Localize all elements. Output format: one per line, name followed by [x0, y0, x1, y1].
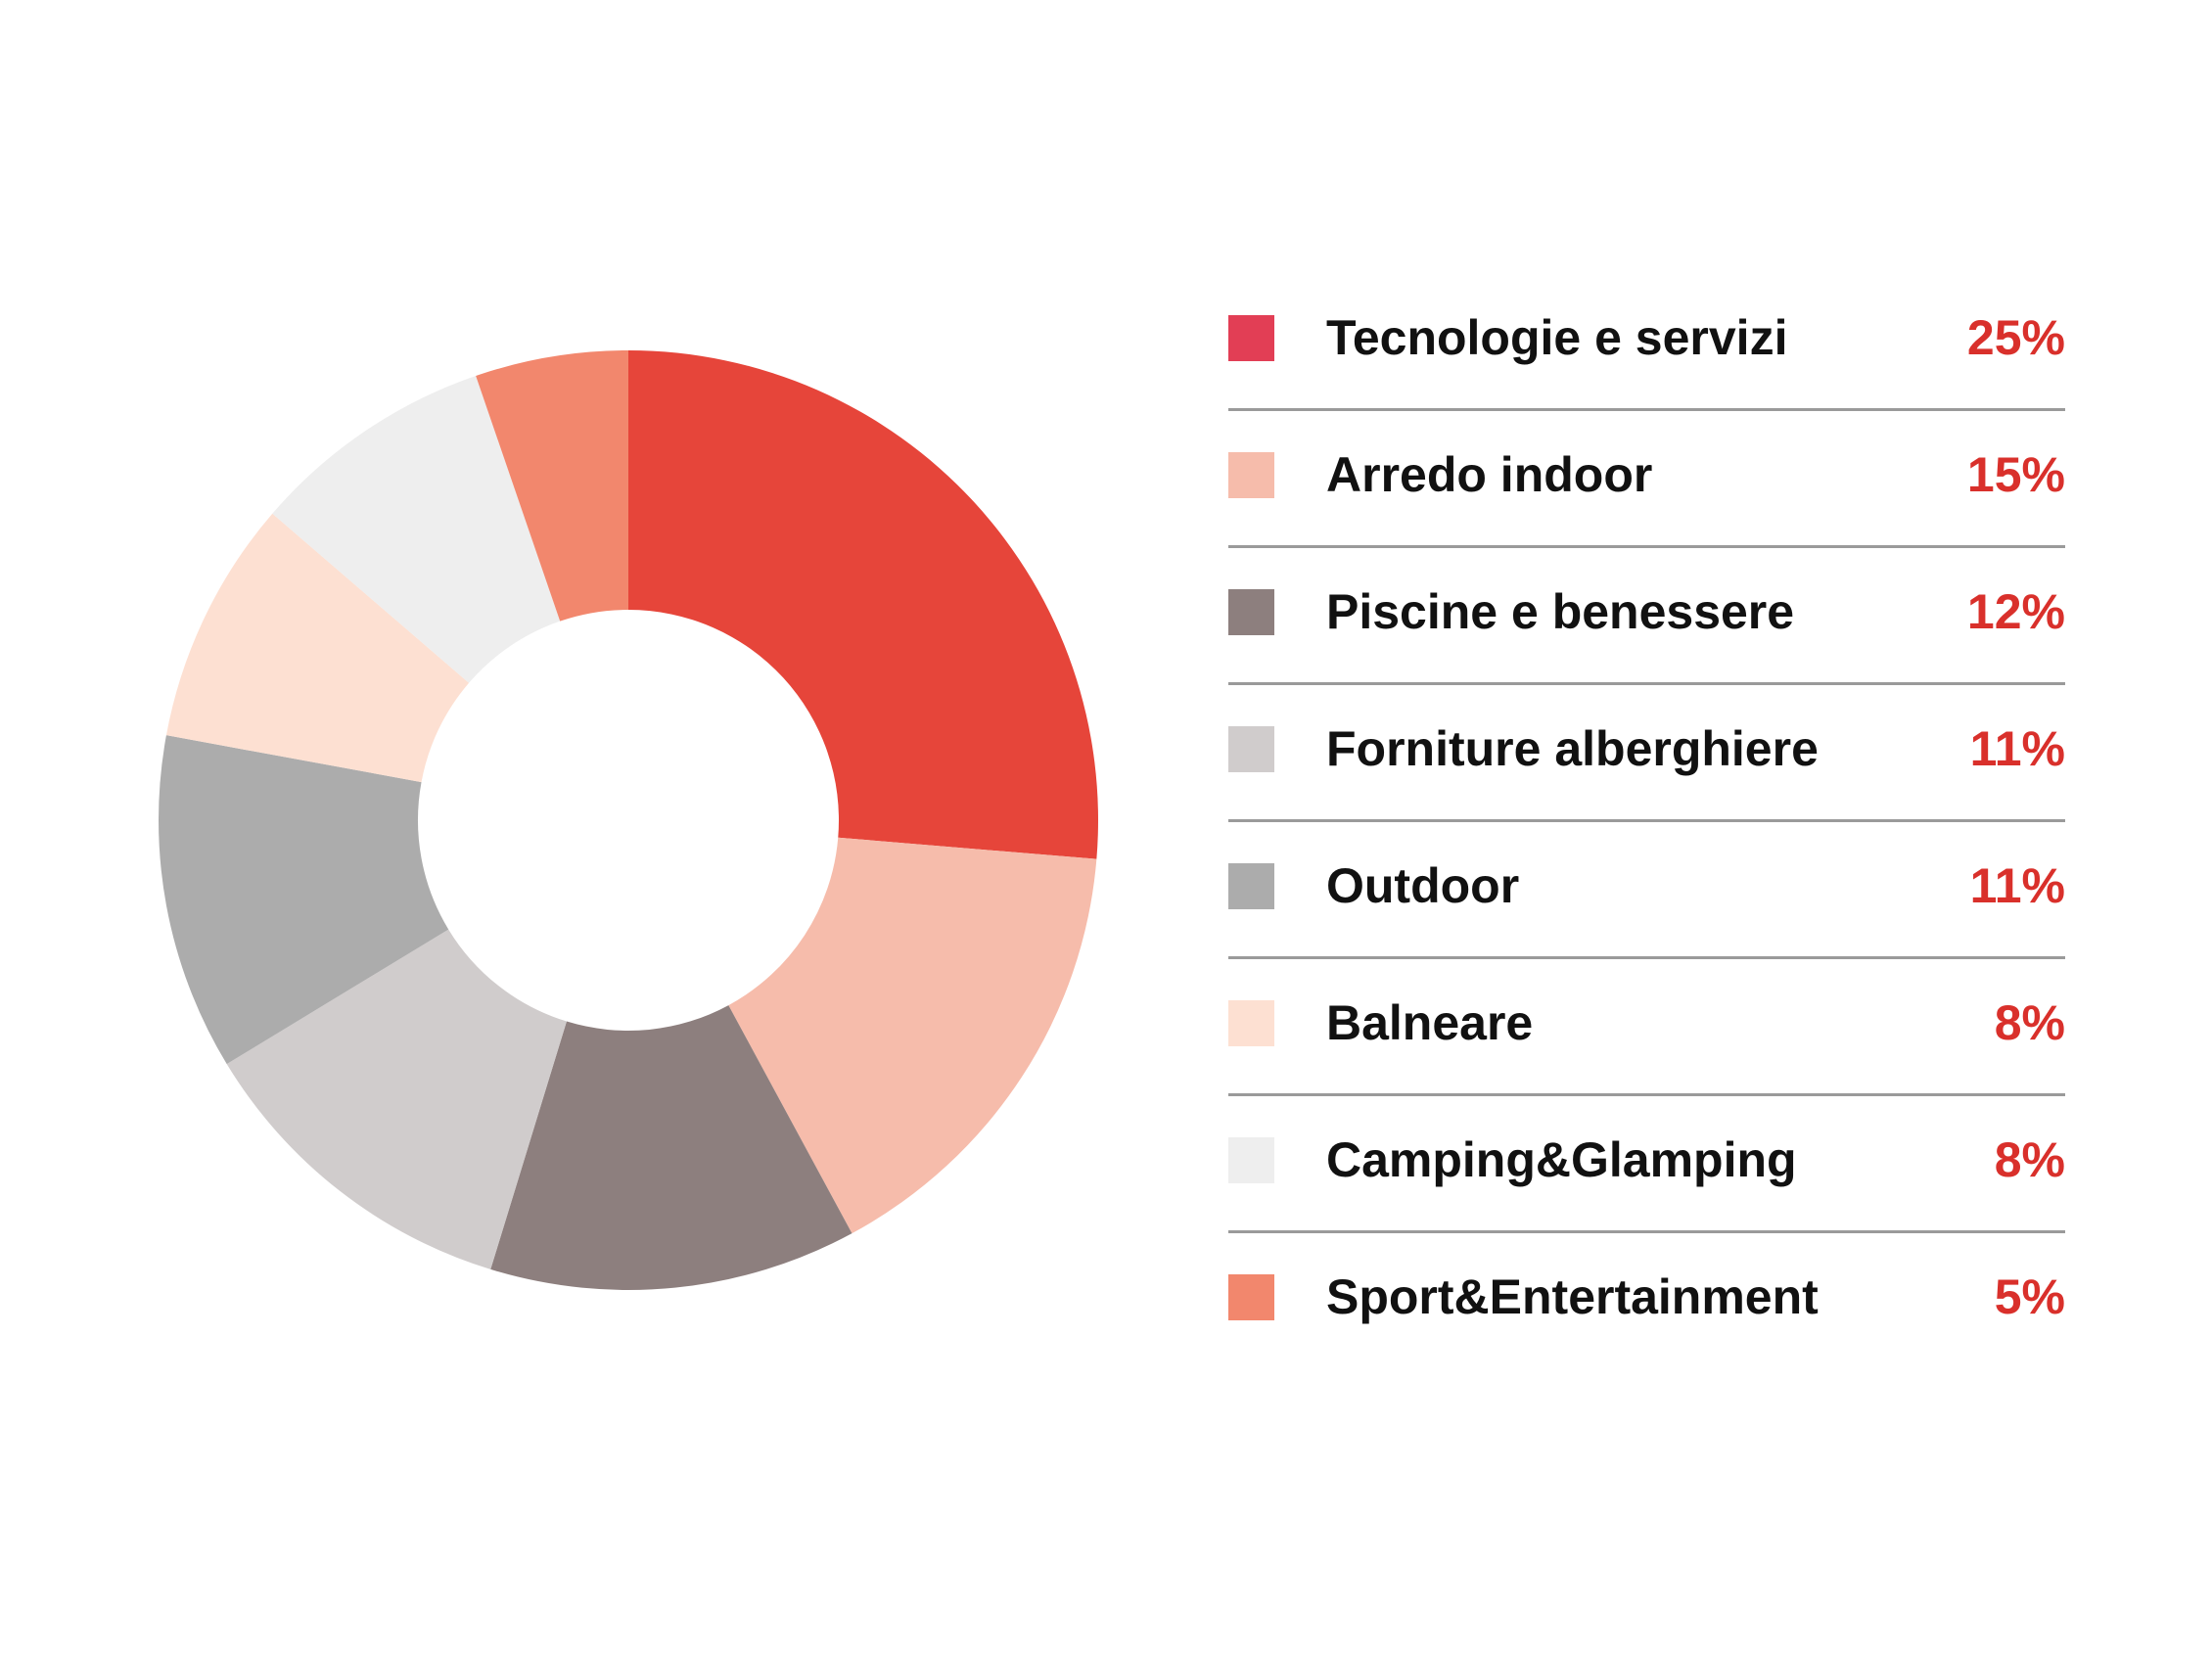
- legend-swatch: [1228, 452, 1274, 498]
- legend-swatch: [1228, 1000, 1274, 1046]
- legend-item: Balneare 8%: [1228, 959, 2065, 1096]
- legend-divider: [1228, 956, 2065, 959]
- donut-slice-3: [226, 929, 567, 1269]
- legend-swatch: [1228, 315, 1274, 361]
- legend-divider: [1228, 682, 2065, 685]
- legend-swatch: [1228, 1274, 1274, 1320]
- legend-divider: [1228, 408, 2065, 411]
- legend-value: 11%: [1969, 721, 2065, 776]
- donut-slice-2: [490, 1005, 853, 1290]
- legend-item: Outdoor 11%: [1228, 822, 2065, 959]
- legend-value: 25%: [1966, 310, 2065, 365]
- donut-slice-4: [159, 735, 449, 1065]
- legend-label: Tecnologie e servizi: [1326, 310, 1788, 365]
- legend-value: 8%: [1994, 1132, 2065, 1187]
- legend-label: Balneare: [1326, 995, 1534, 1050]
- legend-label: Forniture alberghiere: [1326, 721, 1819, 776]
- legend-divider: [1228, 1093, 2065, 1096]
- legend-label: Arredo indoor: [1326, 447, 1653, 502]
- legend-label: Piscine e benessere: [1326, 584, 1795, 639]
- legend-swatch: [1228, 1137, 1274, 1183]
- legend-value: 5%: [1994, 1269, 2065, 1324]
- legend-divider: [1228, 545, 2065, 548]
- legend-swatch: [1228, 589, 1274, 635]
- legend-label: Sport&Entertainment: [1326, 1269, 1819, 1324]
- legend-divider: [1228, 819, 2065, 822]
- legend-item: Sport&Entertainment 5%: [1228, 1233, 2065, 1370]
- donut-slice-0: [628, 350, 1098, 859]
- legend-swatch: [1228, 863, 1274, 909]
- legend-item: Camping&Glamping 8%: [1228, 1096, 2065, 1233]
- legend-divider: [1228, 1230, 2065, 1233]
- donut-slice-5: [165, 513, 470, 783]
- legend-item: Tecnologie e servizi 25%: [1228, 274, 2065, 411]
- legend-value: 15%: [1966, 447, 2065, 502]
- legend-item: Forniture alberghiere 11%: [1228, 685, 2065, 822]
- legend: Tecnologie e servizi 25% Arredo indoor 15% P…: [1228, 274, 2065, 1370]
- donut-slice-6: [272, 376, 561, 683]
- legend-item: Arredo indoor 15%: [1228, 411, 2065, 548]
- legend-value: 8%: [1994, 995, 2065, 1050]
- legend-swatch: [1228, 726, 1274, 772]
- donut-slice-7: [476, 350, 628, 622]
- legend-item: Piscine e benessere 12%: [1228, 548, 2065, 685]
- legend-value: 11%: [1969, 858, 2065, 913]
- legend-label: Outdoor: [1326, 858, 1520, 913]
- legend-value: 12%: [1966, 584, 2065, 639]
- donut-slice-1: [728, 837, 1097, 1234]
- legend-label: Camping&Glamping: [1326, 1132, 1797, 1187]
